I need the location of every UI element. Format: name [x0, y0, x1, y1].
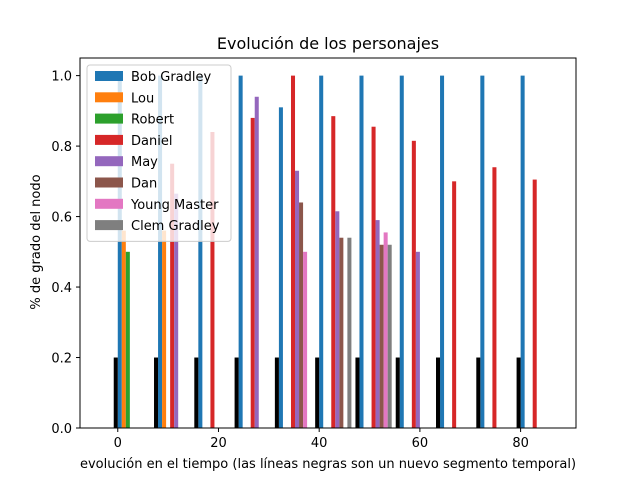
bar-dan-2 [379, 244, 384, 428]
segment-separator-9 [476, 357, 481, 428]
legend: Bob Gradley Lou Robert Daniel May Dan Young Ma… [86, 64, 232, 242]
bar-daniel-1 [210, 132, 215, 428]
legend-swatch-bob-gradley [95, 71, 123, 81]
legend-label-robert: Robert [131, 113, 174, 128]
legend-swatch-dan [95, 177, 123, 188]
bar-may-2 [295, 170, 300, 428]
x-tick-label-1: 20 [210, 436, 227, 451]
x-tick-label-2: 40 [311, 436, 328, 451]
segment-separator-2 [194, 357, 199, 428]
x-tick-label-4: 80 [512, 436, 529, 451]
bar-bob-gradley-8 [440, 75, 445, 428]
bar-daniel-2 [250, 117, 255, 429]
x-tick-label-3: 60 [412, 436, 429, 451]
y-tick-label-5: 1.0 [51, 70, 72, 85]
bar-daniel-7 [452, 181, 457, 428]
bar-bob-gradley-7 [399, 75, 404, 428]
legend-swatch-robert [95, 113, 123, 124]
legend-label-may: May [131, 155, 158, 170]
bar-bob-gradley-5 [319, 75, 324, 428]
bar-daniel-9 [532, 179, 537, 428]
legend-label-young-master: Young Master [130, 198, 219, 213]
bar-young-master-1 [383, 232, 388, 428]
bar-bob-gradley-9 [480, 75, 485, 428]
legend-label-lou: Lou [131, 91, 154, 106]
legend-label-clem-gradley: Clem Gradley [131, 219, 220, 234]
legend-label-dan: Dan [131, 177, 157, 192]
x-tick-label-0: 0 [114, 436, 122, 451]
bar-clem-gradley-1 [387, 244, 392, 428]
y-tick-label-0: 0.0 [51, 422, 72, 437]
bar-bob-gradley-4 [278, 107, 283, 428]
legend-swatch-daniel [95, 134, 123, 145]
y-tick-label-3: 0.6 [51, 211, 72, 226]
bar-daniel-4 [331, 116, 336, 429]
segment-separator-7 [395, 357, 400, 428]
legend-swatch-may [95, 156, 123, 167]
bar-lou-1 [162, 230, 167, 428]
bar-lou-0 [121, 230, 126, 428]
bar-daniel-8 [492, 167, 497, 428]
bar-bob-gradley-0 [117, 75, 122, 428]
bar-young-master-0 [303, 251, 308, 428]
segment-separator-10 [516, 357, 521, 428]
segment-separator-1 [154, 357, 159, 428]
segment-separator-6 [355, 357, 360, 428]
segment-separator-5 [315, 357, 320, 428]
y-tick-label-2: 0.4 [51, 281, 72, 296]
bar-robert-0 [125, 251, 130, 428]
y-tick-label-1: 0.2 [51, 352, 72, 367]
segment-separator-8 [436, 357, 441, 428]
bar-may-1 [254, 96, 259, 428]
bar-dan-1 [339, 237, 344, 428]
bar-dan-0 [299, 202, 304, 428]
bar-daniel-5 [371, 126, 376, 428]
bar-clem-gradley-0 [347, 237, 352, 428]
legend-box [86, 64, 232, 242]
legend-swatch-young-master [95, 198, 123, 209]
bars-group [113, 75, 537, 429]
bar-may-0 [174, 193, 179, 428]
x-axis-label: evolución en el tiempo (las líneas negra… [80, 457, 576, 472]
bar-daniel-3 [290, 75, 296, 428]
bar-bob-gradley-6 [359, 75, 364, 428]
bar-daniel-6 [411, 140, 416, 429]
segment-separator-4 [274, 357, 279, 428]
legend-swatch-clem-gradley [95, 220, 123, 231]
segment-separator-3 [234, 357, 239, 428]
chart-title: Evolución de los personajes [217, 34, 439, 53]
segment-separator-0 [113, 357, 118, 428]
bar-daniel-0 [170, 163, 175, 428]
plot-area: 0 20 40 60 80 0.0 0.2 0.4 0.6 0.8 1.0 Bob Gradley Lo… [51, 57, 577, 451]
bar-bob-gradley-1 [158, 75, 163, 428]
legend-label-daniel: Daniel [131, 134, 172, 149]
bar-bob-gradley-10 [520, 75, 525, 428]
legend-swatch-lou [95, 92, 123, 103]
y-tick-label-4: 0.8 [51, 140, 72, 155]
bar-bob-gradley-3 [238, 75, 243, 428]
legend-label-bob-gradley: Bob Gradley [131, 70, 212, 85]
bar-bob-gradley-2 [198, 75, 203, 428]
axes-frame [79, 57, 577, 429]
bar-may-5 [415, 251, 420, 428]
bar-may-3 [335, 211, 340, 428]
bar-may-4 [375, 220, 380, 428]
y-axis-label: % de grado del nodo [29, 174, 44, 309]
